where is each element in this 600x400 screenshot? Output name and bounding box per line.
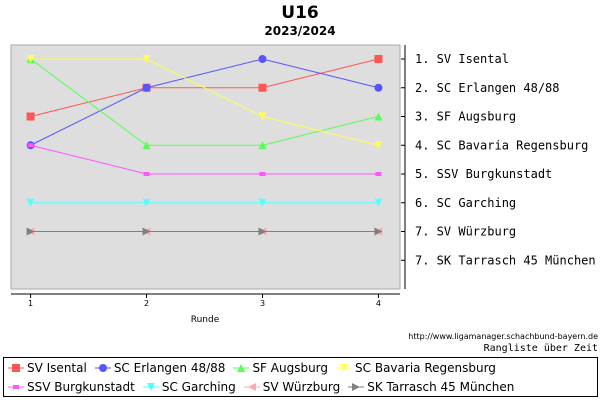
series-6: [26, 198, 383, 207]
legend-item: SV Isental: [8, 361, 87, 375]
rank-label: 3. SF Augsburg: [415, 110, 516, 124]
data-point: [258, 198, 267, 207]
legend-swatch: [142, 383, 159, 391]
data-point: [374, 198, 383, 207]
legend-label: SC Garching: [161, 380, 236, 394]
legend-item: SSV Burgkunstadt: [8, 380, 135, 394]
legend-row: SV Isental SC Erlangen 48/88 SF Augsburg SC…: [8, 361, 504, 375]
data-point: [142, 227, 151, 236]
legend-label: SC Bavaria Regensburg: [355, 361, 496, 375]
rank-label: 7. SV Würzburg: [415, 225, 516, 239]
data-point: [259, 172, 266, 176]
legend-label: SF Augsburg: [252, 361, 329, 375]
data-point: [374, 83, 383, 92]
legend-marker: [247, 383, 256, 391]
x-tick-label: 1: [28, 299, 33, 308]
legend-swatch: [8, 364, 24, 372]
legend-marker: [340, 364, 349, 372]
data-point: [374, 227, 383, 236]
rank-label: 6. SC Garching: [415, 196, 516, 210]
rank-label: 1. SV Isental: [415, 52, 509, 66]
data-point: [258, 141, 267, 150]
rank-label: 5. SSV Burgkunstadt: [415, 167, 552, 181]
chart-title: U16: [281, 3, 318, 23]
rank-label: 4. SC Bavaria Regensburg: [415, 138, 588, 152]
legend-label: SC Erlangen 48/88: [113, 361, 226, 375]
legend-marker: [237, 364, 246, 372]
series-5: [27, 143, 382, 176]
legend-item: SC Bavaria Regensburg: [336, 361, 496, 375]
rank-labels: 1. SV Isental 2. SC Erlangen 48/88 3. SF A…: [415, 52, 596, 267]
credit-url[interactable]: http://www.ligamanager.schachbund-bayern…: [408, 332, 598, 341]
legend-item: SF Augsburg: [233, 361, 328, 375]
legend-marker: [13, 385, 19, 389]
data-point: [143, 172, 150, 176]
data-point: [258, 112, 267, 121]
data-point: [142, 198, 151, 207]
legend-label: SV Isental: [27, 361, 87, 375]
data-point: [258, 227, 267, 236]
data-point: [26, 198, 35, 207]
legend: SV Isental SC Erlangen 48/88 SF Augsburg SC…: [3, 357, 598, 397]
legend-swatch: [243, 383, 260, 391]
series-8: [26, 227, 383, 236]
legend-label: SSV Burgkunstadt: [27, 380, 135, 394]
legend-swatch: [336, 364, 353, 372]
legend-swatch: [94, 364, 111, 372]
data-point: [142, 83, 151, 92]
series-line: [30, 58, 379, 146]
x-tick-label: 3: [260, 299, 265, 308]
legend-swatch: [233, 364, 250, 372]
legend-marker: [12, 364, 20, 372]
data-point: [374, 141, 383, 150]
legend-swatch: [8, 385, 24, 389]
series-line: [30, 144, 379, 175]
line-chart: U16 2023/2024 1 2 3 4 1. SV Isental 2. SC Er…: [10, 3, 596, 325]
rank-label: 7. SK Tarrasch 45 München: [415, 253, 596, 267]
data-point: [26, 112, 35, 121]
legend-swatch: [348, 383, 365, 391]
legend-item: SC Erlangen 48/88: [94, 361, 226, 375]
data-point: [26, 227, 35, 236]
legend-row: SSV Burgkunstadt SC Garching SV Würzburg SK…: [8, 380, 522, 394]
right-axis: [401, 45, 406, 289]
data-point: [374, 55, 383, 63]
rank-label: 2. SC Erlangen 48/88: [415, 81, 560, 95]
data-point: [142, 141, 151, 150]
data-point: [375, 172, 382, 176]
series-group: [26, 55, 383, 236]
data-point: [374, 112, 383, 121]
legend-label: SK Tarrasch 45 München: [367, 380, 515, 394]
legend-marker: [98, 364, 107, 372]
chart-subtitle: 2023/2024: [264, 24, 335, 38]
x-axis: 1 2 3 4: [11, 293, 400, 308]
x-tick-label: 4: [376, 299, 381, 308]
legend-marker: [146, 383, 155, 391]
legend-item: SK Tarrasch 45 München: [348, 380, 514, 394]
data-point: [258, 55, 267, 63]
data-point: [26, 55, 35, 63]
legend-item: SV Würzburg: [243, 380, 341, 394]
plot-area: [10, 44, 401, 290]
data-point: [258, 83, 267, 92]
data-point: [27, 143, 34, 148]
footnote: Rangliste über Zeit: [483, 343, 598, 354]
data-point: [142, 55, 151, 63]
x-axis-label: Runde: [191, 315, 220, 325]
series-line: [30, 58, 379, 146]
legend-label: SV Würzburg: [262, 380, 341, 394]
legend-marker: [352, 383, 361, 391]
series-4: [26, 55, 383, 150]
x-tick-label: 2: [144, 299, 149, 308]
legend-item: SC Garching: [142, 380, 236, 394]
